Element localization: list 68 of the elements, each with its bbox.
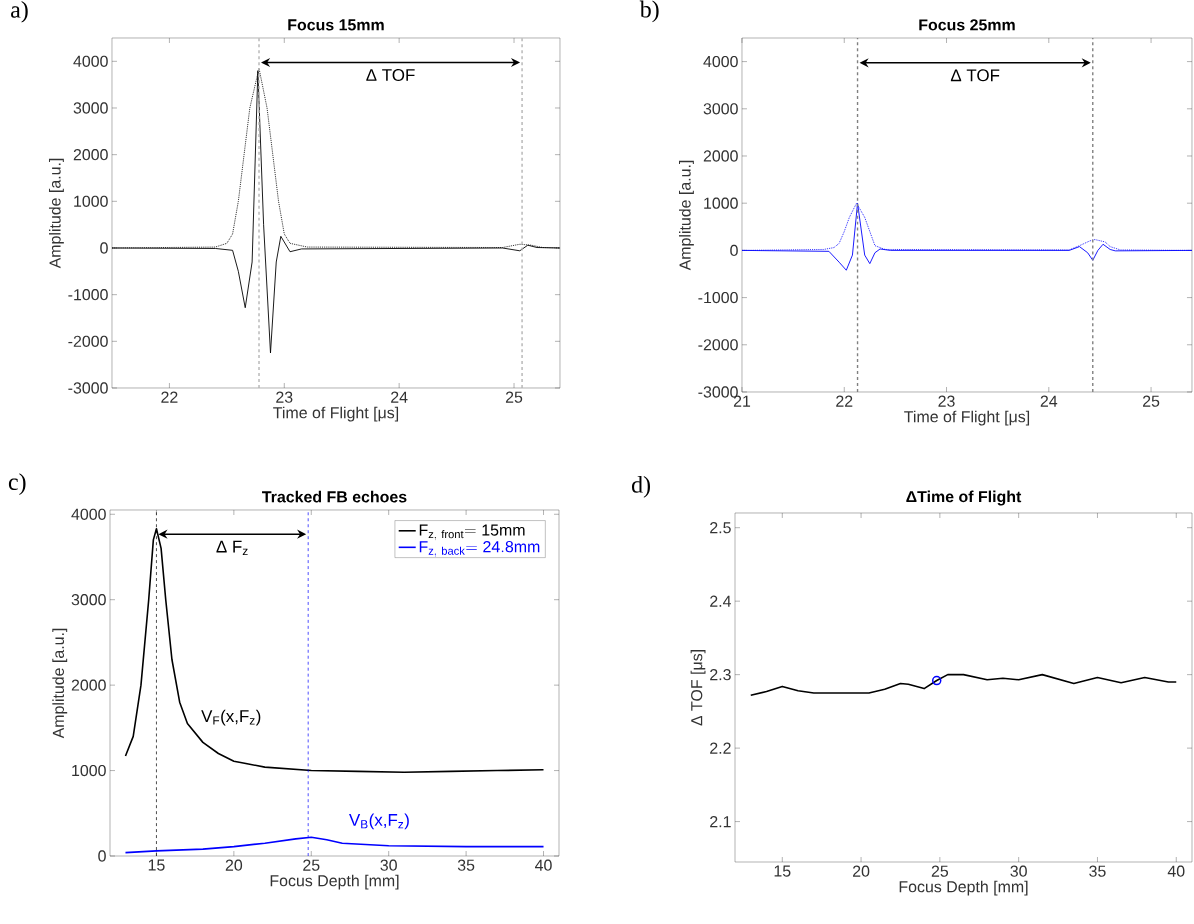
x-tick-label: 25 (505, 391, 523, 403)
y-tick-label: -1000 (698, 291, 738, 304)
y-tick-label: 1000 (74, 195, 108, 207)
x-tick-label: 20 (853, 865, 870, 877)
x-tick-label: 35 (457, 859, 475, 871)
y-tick-label: 3000 (703, 103, 738, 115)
x-tick-label: 20 (225, 859, 243, 871)
text: a) (11, 0, 28, 23)
x-tick-label: 30 (380, 859, 397, 871)
y-tick-label: 2.5 (710, 522, 731, 534)
x-axis-title: Time of Flight [μs] (273, 406, 399, 422)
y-tick-label: 2.4 (710, 595, 732, 607)
y-tick-label: 3000 (71, 594, 106, 606)
x-tick-label: 24 (1040, 395, 1058, 407)
text: d) (631, 475, 650, 498)
y-tick-label: 2.3 (710, 669, 731, 681)
y-tick-label: 2000 (73, 149, 108, 161)
y-tick-label: 2000 (703, 150, 738, 162)
x-tick-label: 30 (1010, 865, 1027, 877)
chart-title: Focus 25mm (919, 19, 1015, 31)
y-tick-label: 1000 (72, 764, 106, 777)
chart-title: Focus 15mm (288, 19, 384, 31)
annotation: V$_{F}$(x,F$_{z}$) (201, 709, 261, 726)
y-tick-label: 2.2 (710, 742, 731, 754)
x-axis-title: Focus Depth [mm] (270, 874, 399, 890)
y-tick-label: 0 (100, 242, 108, 254)
annotation: V$_{B}$(x,F$_{z}$) (349, 813, 409, 830)
x-tick-label: 23 (938, 395, 955, 407)
x-tick-label: 23 (276, 391, 293, 403)
chart-title: Tracked FB echoes (262, 490, 407, 503)
y-tick-label: 0 (98, 850, 106, 862)
y-tick-label: -3000 (68, 382, 108, 394)
y-tick-label: 4000 (71, 508, 106, 520)
y-tick-label: 1000 (704, 197, 738, 209)
y-tick-label: -2000 (68, 335, 108, 347)
y-tick-label: -2000 (698, 339, 738, 351)
x-tick-label: 25 (1143, 395, 1160, 407)
annotation: Δ TOF (950, 69, 1000, 82)
x-tick-label: 35 (1089, 865, 1106, 877)
x-axis-title: Focus Depth [mm] (899, 880, 1028, 896)
annotation: Δ TOF (366, 69, 415, 82)
y-axis-title: Amplitude [a.u.] (679, 160, 694, 271)
x-tick-label: 40 (1167, 865, 1185, 877)
x-tick-label: 25 (303, 859, 320, 871)
x-axis-title: Time of Flight [μs] (904, 410, 1030, 426)
x-tick-label: 25 (931, 865, 949, 877)
x-tick-label: 22 (161, 391, 178, 403)
x-tick-label: 15 (774, 865, 791, 877)
text: b) (639, 0, 659, 23)
x-tick-label: 24 (391, 391, 408, 403)
legend-label: $\mathrm{F}_{\mathrm{z,\ front}}\mathrm{=15mm}$ (419, 524, 525, 541)
annotation: Δ F$_{z}$ (216, 540, 248, 555)
y-tick-label: 3000 (73, 102, 108, 114)
y-tick-label: -1000 (68, 289, 108, 301)
y-tick-label: 2000 (71, 679, 106, 691)
legend-label: $\mathrm{F}_{\mathrm{z,\ back}}\mathrm{=24.8mm}$ (419, 541, 540, 557)
y-tick-label: 0 (730, 244, 738, 257)
text: c) (8, 473, 26, 495)
y-axis-title: Δ TOF [μs] (690, 650, 706, 726)
y-tick-label: 4000 (73, 55, 108, 67)
y-axis-title: Amplitude [a.u.] (48, 158, 64, 269)
y-tick-label: 4000 (703, 55, 738, 68)
x-tick-label: 40 (535, 859, 552, 871)
x-tick-label: 15 (148, 859, 165, 871)
chart-title: ΔTime of Flight (906, 490, 1022, 506)
x-tick-label: 22 (836, 395, 853, 407)
y-tick-label: 2.1 (710, 816, 731, 828)
y-axis-title: Amplitude [a.u.] (52, 628, 68, 739)
